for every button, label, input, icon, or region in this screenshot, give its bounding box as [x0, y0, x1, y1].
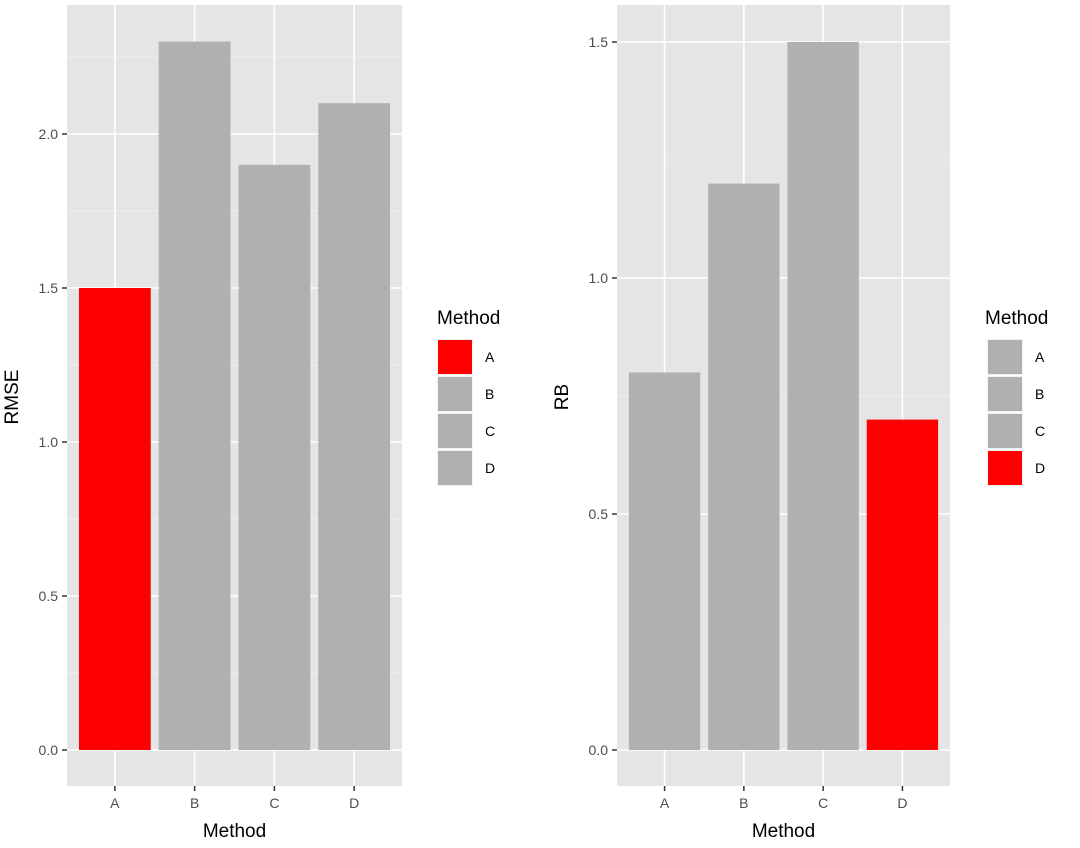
chart-panel-2: 0.0 0.5 1.0 1.5 A B C D Method RB Method A B C D	[552, 5, 1048, 842]
y-tick-label: 0.0	[39, 742, 59, 758]
bar-B	[708, 183, 780, 751]
legend-title: Method	[437, 308, 500, 329]
legend-key-A	[988, 340, 1022, 374]
chart-panel-1: 0.0 0.5 1.0 1.5 2.0 A B C D Method RMSE Method A B C D	[2, 5, 500, 842]
y-tick-label: 2.0	[39, 126, 59, 142]
bar-A	[628, 372, 701, 750]
y-tick-label: 1.5	[589, 34, 609, 50]
x-tick-label: A	[110, 795, 120, 811]
bar-D	[318, 103, 391, 750]
x-axis-title: Method	[203, 821, 266, 842]
legend: Method A B C D	[437, 308, 500, 486]
legend-key-D	[988, 451, 1022, 485]
y-tick-label: 0.5	[589, 506, 609, 522]
x-tick-label: B	[190, 795, 199, 811]
x-axis-title: Method	[752, 821, 815, 842]
y-tick-label: 0.5	[39, 588, 59, 604]
legend-key-A	[438, 340, 472, 374]
y-tick-label: 1.0	[39, 434, 59, 450]
x-tick-label: D	[349, 795, 359, 811]
legend-label: D	[1035, 460, 1045, 476]
legend-key-B	[438, 377, 472, 411]
x-tick-label: C	[818, 795, 828, 811]
y-tick-label: 1.5	[39, 280, 59, 296]
x-tick-label: B	[739, 795, 748, 811]
legend-label: A	[485, 349, 495, 365]
y-tick-label: 1.0	[589, 270, 609, 286]
legend-label: C	[1035, 423, 1045, 439]
legend-label: B	[485, 386, 494, 402]
bar-B	[158, 41, 231, 751]
legend-key-B	[988, 377, 1022, 411]
x-tick-label: D	[897, 795, 907, 811]
legend-key-D	[438, 451, 472, 485]
legend: Method A B C D	[985, 308, 1048, 486]
y-tick-label: 0.0	[589, 742, 609, 758]
legend-key-C	[988, 414, 1022, 448]
legend-label: A	[1035, 349, 1045, 365]
bar-A	[78, 288, 151, 750]
y-axis-title: RMSE	[2, 370, 23, 425]
bar-C	[238, 164, 311, 751]
bar-D	[866, 419, 939, 750]
legend-label: B	[1035, 386, 1044, 402]
bar-C	[787, 42, 859, 750]
legend-title: Method	[985, 308, 1048, 329]
legend-key-C	[438, 414, 472, 448]
legend-label: D	[485, 460, 495, 476]
x-tick-label: C	[269, 795, 279, 811]
legend-label: C	[485, 423, 495, 439]
x-tick-label: A	[660, 795, 670, 811]
y-axis-title: RB	[552, 384, 573, 410]
